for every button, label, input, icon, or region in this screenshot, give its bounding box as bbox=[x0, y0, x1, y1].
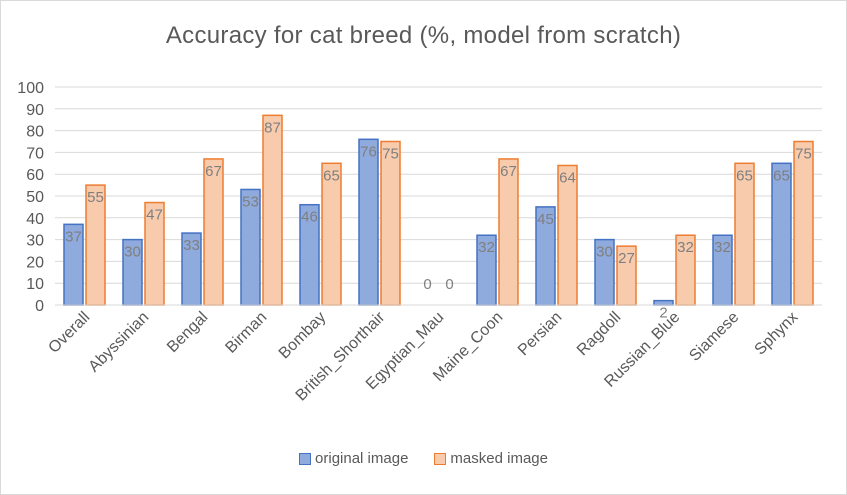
x-tick-label: Persian bbox=[515, 309, 565, 359]
bar-masked-image bbox=[262, 114, 283, 306]
data-label: 45 bbox=[537, 211, 554, 228]
y-tick-label: 40 bbox=[26, 211, 44, 228]
legend: original image masked image bbox=[0, 450, 847, 467]
legend-swatch bbox=[434, 452, 447, 465]
legend-label: original image bbox=[315, 450, 409, 467]
legend-swatch bbox=[299, 452, 312, 465]
bar-original-image bbox=[358, 138, 379, 306]
data-label: 67 bbox=[500, 163, 517, 180]
data-label: 53 bbox=[242, 193, 259, 210]
y-tick-label: 90 bbox=[26, 102, 44, 119]
bar-masked-image bbox=[793, 140, 814, 306]
legend-item-original-image: original image bbox=[299, 450, 408, 467]
legend-label: masked image bbox=[450, 450, 548, 467]
x-tick-label: Sphynx bbox=[752, 309, 802, 359]
y-tick-label: 80 bbox=[26, 124, 44, 141]
x-tick-label: Siamese bbox=[686, 309, 742, 365]
data-label: 67 bbox=[205, 163, 222, 180]
legend-item-masked-image: masked image bbox=[434, 450, 548, 467]
bar-original-image bbox=[771, 162, 792, 306]
data-label: 32 bbox=[714, 239, 731, 256]
y-tick-label: 10 bbox=[26, 276, 44, 293]
y-tick-label: 0 bbox=[35, 298, 44, 315]
chart-title: Accuracy for cat breed (%, model from sc… bbox=[165, 22, 682, 49]
data-label: 0 bbox=[423, 276, 431, 293]
data-label: 87 bbox=[264, 119, 281, 136]
data-label: 32 bbox=[677, 239, 694, 256]
bar-masked-image bbox=[734, 162, 755, 306]
data-label: 55 bbox=[87, 189, 104, 206]
data-label: 47 bbox=[146, 207, 163, 224]
data-label: 27 bbox=[618, 250, 635, 267]
data-label: 33 bbox=[183, 237, 200, 254]
y-tick-label: 50 bbox=[26, 189, 44, 206]
data-label: 32 bbox=[478, 239, 495, 256]
x-tick-label: Abyssinian bbox=[86, 309, 153, 376]
data-label: 0 bbox=[445, 276, 453, 293]
data-label: 76 bbox=[360, 143, 377, 160]
data-label: 30 bbox=[596, 244, 613, 261]
y-tick-label: 70 bbox=[26, 145, 44, 162]
data-label: 65 bbox=[323, 167, 340, 184]
data-label: 75 bbox=[795, 146, 812, 163]
data-label: 46 bbox=[301, 209, 318, 226]
data-label: 65 bbox=[773, 167, 790, 184]
y-tick-label: 60 bbox=[26, 167, 44, 184]
x-tick-label: Birman bbox=[222, 309, 270, 357]
y-tick-label: 100 bbox=[17, 80, 44, 97]
bar-masked-image bbox=[498, 158, 519, 306]
bar-masked-image bbox=[321, 162, 342, 306]
y-tick-label: 30 bbox=[26, 233, 44, 250]
bar-masked-image bbox=[203, 158, 224, 306]
x-tick-label: Bombay bbox=[276, 309, 330, 363]
data-label: 75 bbox=[382, 146, 399, 163]
x-tick-label: Ragdoll bbox=[574, 309, 624, 359]
data-label: 64 bbox=[559, 169, 576, 186]
data-label: 65 bbox=[736, 167, 753, 184]
x-tick-label: Bengal bbox=[164, 309, 211, 356]
bar-masked-image bbox=[380, 140, 401, 306]
data-label: 30 bbox=[124, 244, 141, 261]
data-label: 37 bbox=[65, 228, 82, 245]
data-label: 2 bbox=[659, 305, 667, 322]
y-tick-label: 20 bbox=[26, 254, 44, 271]
x-tick-label: Overall bbox=[45, 309, 93, 357]
